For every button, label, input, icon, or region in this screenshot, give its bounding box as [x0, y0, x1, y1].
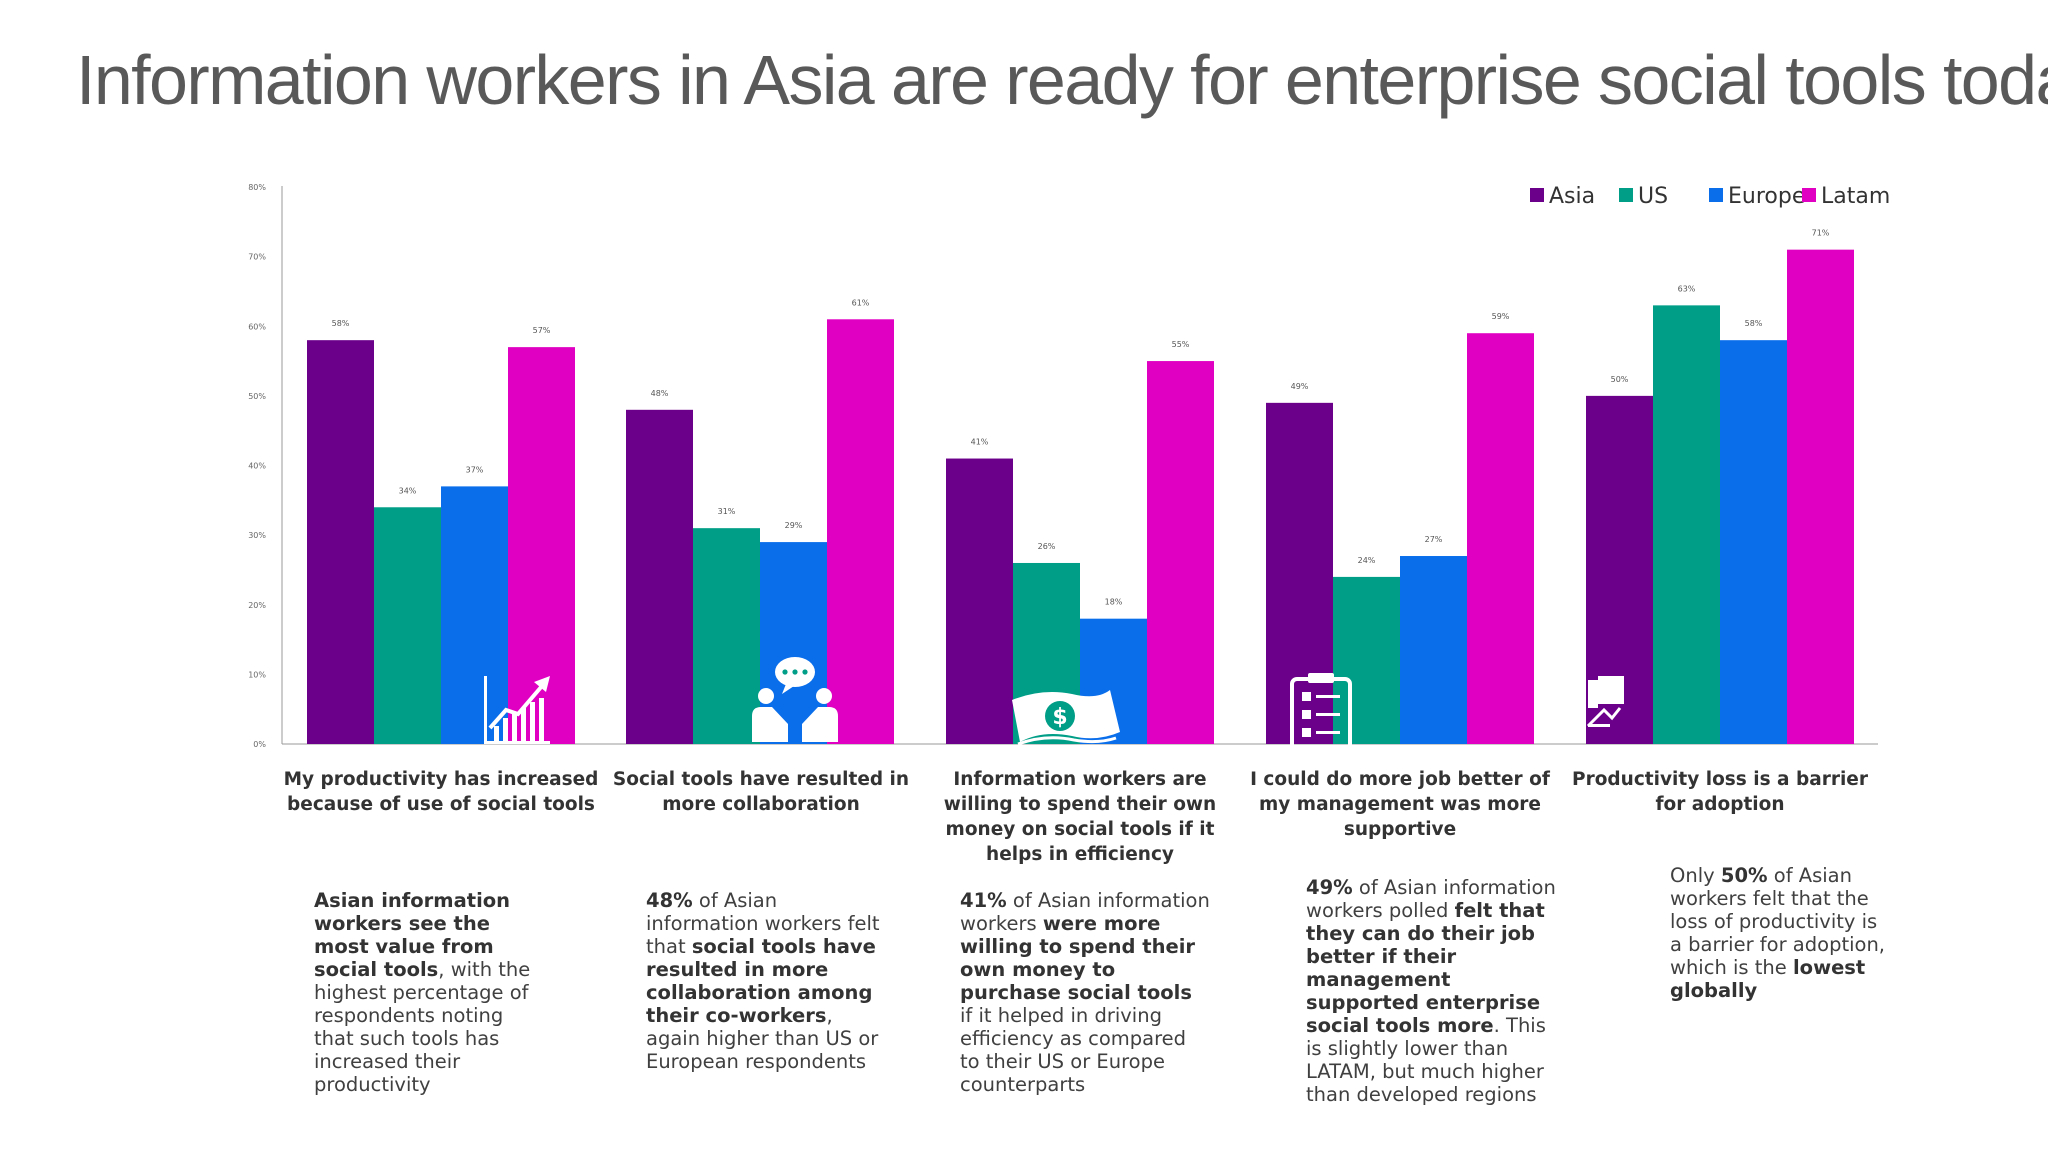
data-label: 58% — [332, 319, 350, 328]
note-text: of Asian information workers polled — [1306, 876, 1556, 922]
legend-swatch-europe — [1709, 188, 1723, 202]
data-labels: 58% 48% 41% 49% 50% 34% 31% 26% 24% 63% 37% 29% 18% 2… — [332, 229, 1830, 607]
note-emphasis: 50% — [1720, 864, 1768, 887]
y-tick-label: 60% — [248, 322, 266, 331]
note-1: Asian information workers see the most v… — [314, 889, 544, 1096]
category-label: Social tools have resulted in more colla… — [612, 769, 910, 815]
data-label: 26% — [1038, 542, 1056, 551]
svg-text:$: $ — [1052, 705, 1067, 730]
bar-europe-5 — [1720, 340, 1787, 744]
data-label: 48% — [651, 389, 669, 398]
data-label: 34% — [399, 486, 417, 495]
category-label: My productivity has increased because of… — [283, 769, 599, 815]
bar-latam-3 — [1147, 361, 1214, 744]
data-label: 27% — [1425, 535, 1443, 544]
data-label: 41% — [971, 438, 989, 447]
bar-europe-1 — [441, 486, 508, 744]
bar-europe-4 — [1400, 556, 1467, 744]
bar-us-4 — [1333, 576, 1400, 744]
note-emphasis: Asian information workers see the most v… — [314, 889, 511, 981]
note-text: , again higher than US or European respo… — [646, 1004, 879, 1073]
bar-latam-4 — [1467, 333, 1534, 744]
data-label: 58% — [1745, 319, 1763, 328]
y-tick-label: 70% — [248, 253, 266, 262]
y-tick-label: 80% — [248, 183, 266, 192]
note-4: 49% of Asian information workers polled … — [1306, 876, 1566, 1106]
broken-chart-icon — [1586, 676, 1624, 728]
y-tick-label: 20% — [248, 601, 266, 610]
category-icons: $ — [484, 657, 1624, 751]
clipboard-checklist-icon — [1290, 673, 1352, 751]
y-axis-ticks: 0% 10% 20% 30% 40% 50% 60% 70% 80% — [248, 183, 266, 749]
y-tick-label: 0% — [253, 740, 266, 749]
data-label: 61% — [852, 298, 870, 307]
category-label: Information workers are willing to spend… — [943, 769, 1217, 865]
legend-swatch-latam — [1802, 188, 1816, 202]
note-emphasis: lowest globally — [1670, 956, 1866, 1002]
bar-us-1 — [374, 507, 441, 744]
category-label: Productivity loss is a barrier for adopt… — [1572, 769, 1868, 815]
data-label: 63% — [1678, 284, 1696, 293]
bar-asia-1 — [307, 340, 374, 744]
chart-bars — [307, 249, 1854, 744]
money-icon: $ — [1012, 690, 1120, 746]
bar-us-2 — [693, 528, 760, 744]
bar-asia-2 — [626, 409, 693, 744]
page-title: Information workers in Asia are ready fo… — [76, 41, 2048, 119]
y-tick-label: 30% — [248, 531, 266, 540]
category-label: I could do more job better of my managem… — [1250, 769, 1550, 840]
bar-asia-4 — [1266, 402, 1333, 744]
chart-legend: Asia US Europe Latam — [1530, 184, 1890, 209]
chat-people-icon — [752, 657, 838, 742]
bar-latam-1 — [508, 347, 575, 744]
data-label: 29% — [785, 521, 803, 530]
legend-label-europe: Europe — [1728, 184, 1805, 209]
note-emphasis: were more willing to spend their own mon… — [960, 912, 1196, 1004]
y-tick-label: 40% — [248, 462, 266, 471]
note-text: of Asian information workers felt that — [646, 889, 880, 958]
data-label: 55% — [1172, 340, 1190, 349]
note-emphasis: felt that they can do their job better i… — [1306, 899, 1545, 1037]
growth-chart-icon — [484, 676, 550, 744]
note-emphasis: 41% — [960, 889, 1007, 912]
data-label: 59% — [1492, 312, 1510, 321]
note-emphasis: 48% — [646, 889, 693, 912]
bar-asia-3 — [946, 458, 1013, 744]
legend-label-asia: Asia — [1549, 184, 1595, 209]
note-text: if it helped in driving efficiency as co… — [960, 1004, 1187, 1096]
note-2: 48% of Asian information workers felt th… — [646, 889, 886, 1073]
data-label: 50% — [1611, 375, 1629, 384]
note-text: of Asian workers felt that the loss of p… — [1670, 864, 1885, 979]
bar-latam-5 — [1787, 249, 1854, 744]
data-label: 49% — [1291, 382, 1309, 391]
note-text: , with the highest percentage of respond… — [314, 958, 531, 1096]
data-label: 31% — [718, 507, 736, 516]
legend-label-us: US — [1638, 184, 1668, 209]
note-emphasis: social tools have resulted in more colla… — [646, 935, 876, 1027]
note-text: . This is slightly lower than LATAM, but… — [1306, 1014, 1546, 1106]
legend-swatch-us — [1619, 188, 1633, 202]
data-label: 37% — [466, 465, 484, 474]
data-label: 24% — [1358, 556, 1376, 565]
note-emphasis: 49% — [1306, 876, 1353, 899]
legend-swatch-asia — [1530, 188, 1544, 202]
data-label: 71% — [1812, 229, 1830, 238]
bar-latam-2 — [827, 319, 894, 744]
bar-us-5 — [1653, 305, 1720, 744]
y-tick-label: 50% — [248, 392, 266, 401]
data-label: 18% — [1105, 598, 1123, 607]
legend-label-latam: Latam — [1821, 184, 1890, 209]
data-label: 57% — [533, 326, 551, 335]
note-text: Only — [1670, 864, 1721, 887]
y-tick-label: 10% — [248, 670, 266, 679]
note-text: of Asian information workers — [960, 889, 1210, 935]
note-5: Only 50% of Asian workers felt that the … — [1670, 864, 1890, 1002]
note-3: 41% of Asian information workers were mo… — [960, 889, 1210, 1096]
